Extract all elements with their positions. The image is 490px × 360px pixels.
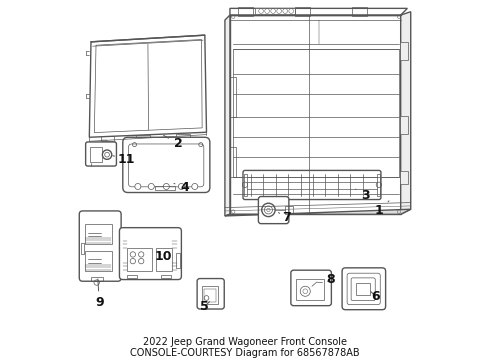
Bar — [127, 275, 137, 278]
FancyBboxPatch shape — [258, 197, 289, 224]
Bar — [352, 7, 367, 16]
Bar — [357, 283, 370, 295]
Text: 6: 6 — [371, 290, 380, 303]
Bar — [90, 147, 102, 162]
Text: 5: 5 — [200, 300, 210, 313]
Bar — [137, 139, 142, 142]
Bar — [91, 276, 103, 280]
Bar — [176, 253, 180, 268]
Bar — [400, 42, 408, 60]
FancyBboxPatch shape — [79, 211, 121, 281]
Polygon shape — [401, 12, 411, 214]
Bar — [296, 279, 324, 300]
Text: 10: 10 — [154, 249, 171, 263]
Circle shape — [148, 184, 154, 189]
FancyBboxPatch shape — [197, 279, 224, 309]
Text: 1: 1 — [374, 201, 389, 217]
Text: 4: 4 — [174, 181, 189, 194]
Bar — [377, 174, 380, 196]
Bar — [85, 224, 112, 244]
Circle shape — [192, 184, 198, 189]
Bar — [136, 135, 149, 141]
Bar — [85, 251, 112, 271]
Bar — [202, 286, 218, 304]
Bar — [230, 77, 236, 117]
Circle shape — [178, 184, 184, 189]
Bar — [156, 248, 172, 271]
Polygon shape — [230, 8, 407, 15]
Bar — [101, 136, 115, 141]
Circle shape — [163, 184, 170, 189]
Polygon shape — [230, 15, 401, 214]
Bar — [233, 49, 399, 177]
Bar — [285, 206, 293, 214]
Circle shape — [135, 184, 141, 189]
Text: 7: 7 — [278, 211, 291, 224]
Polygon shape — [225, 15, 230, 216]
Bar — [255, 8, 295, 14]
Text: 11: 11 — [113, 153, 135, 166]
Bar — [295, 7, 310, 16]
Text: 8: 8 — [326, 273, 335, 286]
Bar — [176, 134, 190, 139]
Bar — [238, 7, 253, 16]
Text: 9: 9 — [95, 279, 104, 310]
FancyBboxPatch shape — [243, 170, 381, 199]
Text: 3: 3 — [355, 189, 370, 202]
Bar — [244, 174, 247, 196]
Bar — [230, 147, 236, 177]
Polygon shape — [89, 35, 206, 137]
Bar — [127, 248, 152, 271]
FancyBboxPatch shape — [291, 270, 331, 306]
Bar — [177, 138, 182, 141]
Bar — [400, 171, 408, 184]
Text: 2022 Jeep Grand Wagoneer Front Console
CONSOLE-COURTESY Diagram for 68567878AB: 2022 Jeep Grand Wagoneer Front Console C… — [130, 337, 360, 358]
Bar — [81, 243, 84, 255]
Bar — [102, 140, 107, 143]
Bar — [161, 275, 171, 278]
FancyBboxPatch shape — [120, 228, 181, 280]
FancyBboxPatch shape — [342, 268, 386, 310]
Bar — [204, 289, 216, 302]
FancyBboxPatch shape — [86, 142, 117, 166]
Bar — [155, 186, 175, 190]
Bar — [400, 116, 408, 134]
FancyBboxPatch shape — [123, 137, 210, 193]
Text: 2: 2 — [164, 135, 182, 150]
Polygon shape — [225, 209, 411, 216]
